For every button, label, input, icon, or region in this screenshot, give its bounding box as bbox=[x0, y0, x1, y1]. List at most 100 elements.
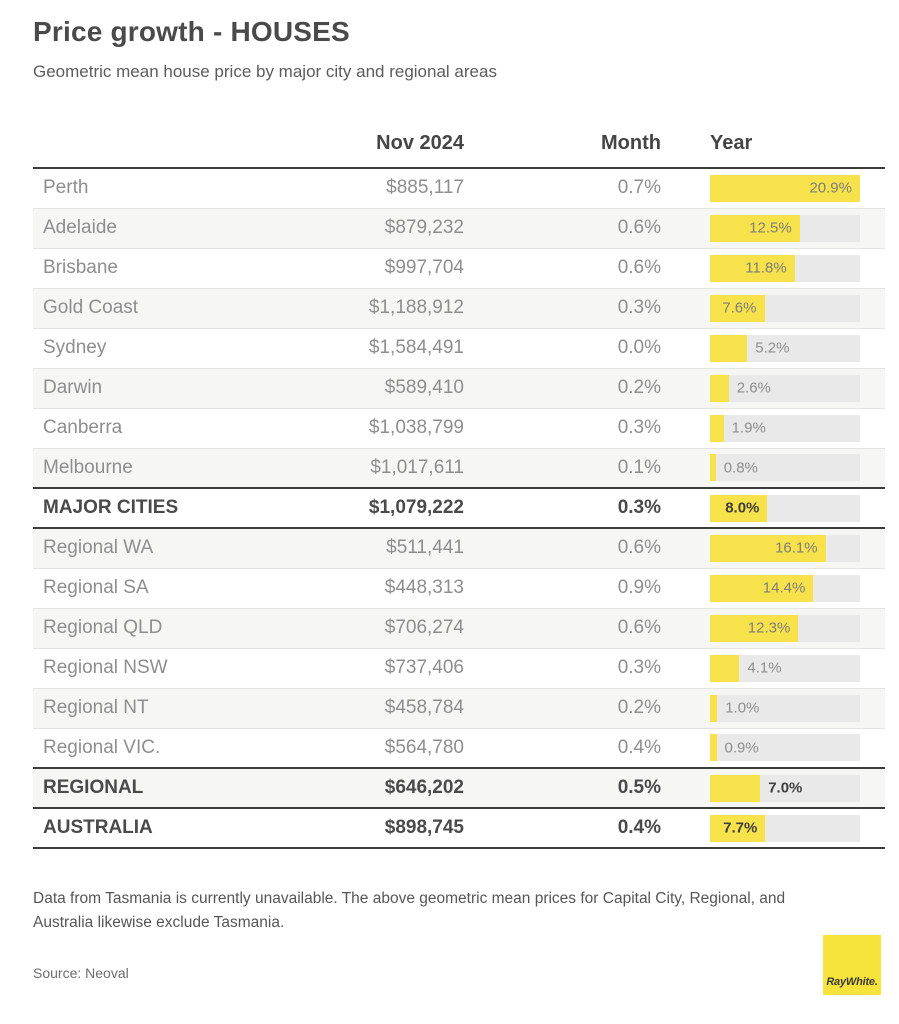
year-bar bbox=[710, 534, 826, 562]
year-change-cell: 5.2% bbox=[661, 328, 885, 368]
year-bar bbox=[710, 334, 748, 362]
month-change-cell: 0.3% bbox=[617, 497, 661, 518]
month-change-cell: 0.9% bbox=[617, 577, 661, 598]
month-change-cell: 0.2% bbox=[617, 377, 661, 398]
tasmania-footnote: Data from Tasmania is currently unavaila… bbox=[33, 890, 786, 932]
price-cell: $448,313 bbox=[384, 577, 464, 598]
year-change-cell: 14.4% bbox=[661, 568, 885, 608]
region-label-cell: Brisbane bbox=[43, 257, 118, 278]
year-change-cell: 16.1% bbox=[661, 528, 885, 568]
year-bar-track: 11.8% bbox=[710, 254, 860, 282]
year-change-cell: 20.9% bbox=[661, 168, 885, 208]
year-bar-label: 8.0% bbox=[725, 499, 760, 517]
page-subtitle: Geometric mean house price by major city… bbox=[33, 62, 497, 81]
year-bar bbox=[710, 414, 724, 442]
year-bar-label: 7.6% bbox=[722, 299, 757, 317]
region-label-cell: Regional SA bbox=[43, 577, 149, 598]
year-bar-label: 1.0% bbox=[725, 699, 760, 717]
table-row: REGIONAL $646,202 0.5% 7.0% bbox=[33, 768, 885, 808]
year-bar-label: 20.9% bbox=[809, 179, 852, 197]
month-change-cell: 0.1% bbox=[617, 456, 661, 478]
year-bar bbox=[710, 254, 795, 282]
region-label-cell: Regional NSW bbox=[43, 657, 168, 678]
year-bar-label: 12.5% bbox=[749, 219, 792, 237]
year-bar-label: 1.9% bbox=[731, 419, 766, 437]
year-bar-track: 20.9% bbox=[710, 174, 860, 202]
year-bar-track: 12.5% bbox=[710, 214, 860, 242]
region-label-cell: Regional QLD bbox=[43, 617, 163, 638]
month-change-cell: 0.4% bbox=[617, 817, 661, 838]
year-bar bbox=[710, 214, 800, 242]
price-cell: $458,784 bbox=[384, 697, 464, 718]
year-bar-label: 0.8% bbox=[723, 459, 758, 477]
month-change-cell: 0.4% bbox=[617, 736, 661, 758]
year-bar-track: 1.0% bbox=[710, 694, 860, 722]
year-bar-label: 5.2% bbox=[755, 339, 790, 357]
region-label-cell: Darwin bbox=[43, 377, 103, 398]
table-row: Adelaide $879,232 0.6% 12.5% bbox=[33, 208, 885, 248]
region-label-cell: Canberra bbox=[43, 417, 123, 438]
year-change-cell: 2.6% bbox=[661, 368, 885, 408]
year-bar-label: 14.4% bbox=[762, 579, 806, 597]
year-bar-label: 2.6% bbox=[736, 379, 771, 397]
column-header-month: Month bbox=[464, 110, 661, 169]
price-cell: $706,274 bbox=[384, 617, 464, 638]
price-growth-table: Nov 2024 Month Year Perth $885,117 0.7% 20.… bbox=[33, 110, 885, 849]
year-change-cell: 7.0% bbox=[661, 768, 885, 808]
month-change-cell: 0.0% bbox=[617, 337, 661, 358]
price-cell: $1,079,222 bbox=[368, 497, 464, 518]
price-cell: $511,441 bbox=[386, 537, 464, 559]
year-bar bbox=[710, 574, 814, 602]
month-change-cell: 0.7% bbox=[617, 177, 661, 199]
month-change-cell: 0.3% bbox=[617, 417, 661, 438]
column-header-nov-2024: Nov 2024 bbox=[340, 110, 464, 169]
year-bar bbox=[710, 814, 766, 842]
region-label-cell: Adelaide bbox=[43, 217, 117, 238]
year-bar-label: 7.0% bbox=[768, 779, 803, 797]
year-bar-track: 7.6% bbox=[710, 294, 860, 322]
price-cell: $1,584,491 bbox=[368, 337, 464, 358]
year-bar bbox=[710, 774, 761, 802]
year-bar-track: 5.2% bbox=[710, 334, 860, 362]
year-bar bbox=[710, 734, 717, 762]
table-row: Darwin $589,410 0.2% 2.6% bbox=[33, 368, 885, 408]
raywhite-logo: RayWhite. bbox=[823, 935, 881, 995]
month-change-cell: 0.3% bbox=[617, 297, 661, 318]
price-cell: $1,038,799 bbox=[368, 417, 464, 438]
price-cell: $1,017,611 bbox=[370, 456, 464, 478]
region-label-cell: Regional WA bbox=[43, 537, 154, 559]
year-bar-label: 12.3% bbox=[747, 619, 791, 637]
raywhite-logo-text: RayWhite. bbox=[826, 976, 878, 988]
price-cell: $1,188,912 bbox=[368, 297, 464, 318]
year-bar bbox=[710, 294, 765, 322]
table-row: Brisbane $997,704 0.6% 11.8% bbox=[33, 248, 885, 288]
table-row: MAJOR CITIES $1,079,222 0.3% 8.0% bbox=[33, 488, 885, 528]
table-row: Regional NSW $737,406 0.3% 4.1% bbox=[33, 648, 885, 688]
year-bar-track: 4.1% bbox=[710, 654, 860, 682]
year-bar bbox=[710, 614, 799, 642]
year-bar bbox=[710, 454, 716, 482]
year-change-cell: 11.8% bbox=[661, 248, 885, 288]
table-row: Canberra $1,038,799 0.3% 1.9% bbox=[33, 408, 885, 448]
report-card: Price growth - HOUSES Geometric mean hou… bbox=[33, 16, 885, 981]
region-label-cell: Regional VIC. bbox=[43, 736, 161, 758]
page-title: Price growth - HOUSES bbox=[33, 16, 350, 47]
year-change-cell: 0.8% bbox=[661, 448, 885, 488]
month-change-cell: 0.6% bbox=[617, 537, 661, 559]
month-change-cell: 0.5% bbox=[617, 777, 661, 798]
year-bar-track: 14.4% bbox=[710, 574, 860, 602]
month-change-cell: 0.3% bbox=[617, 657, 661, 678]
year-change-cell: 12.5% bbox=[661, 208, 885, 248]
year-bar-track: 16.1% bbox=[710, 534, 860, 562]
month-change-cell: 0.6% bbox=[617, 217, 661, 238]
price-cell: $564,780 bbox=[384, 736, 464, 758]
year-change-cell: 8.0% bbox=[661, 488, 885, 528]
table-row: Regional QLD $706,274 0.6% 12.3% bbox=[33, 608, 885, 648]
table-row: Sydney $1,584,491 0.0% 5.2% bbox=[33, 328, 885, 368]
year-bar-track: 7.0% bbox=[710, 774, 860, 802]
table-row: Regional WA $511,441 0.6% 16.1% bbox=[33, 528, 885, 568]
year-change-cell: 0.9% bbox=[661, 728, 885, 768]
region-label-cell: Perth bbox=[43, 177, 89, 199]
year-bar-label: 0.9% bbox=[724, 739, 759, 757]
year-bar-track: 0.9% bbox=[710, 734, 860, 762]
